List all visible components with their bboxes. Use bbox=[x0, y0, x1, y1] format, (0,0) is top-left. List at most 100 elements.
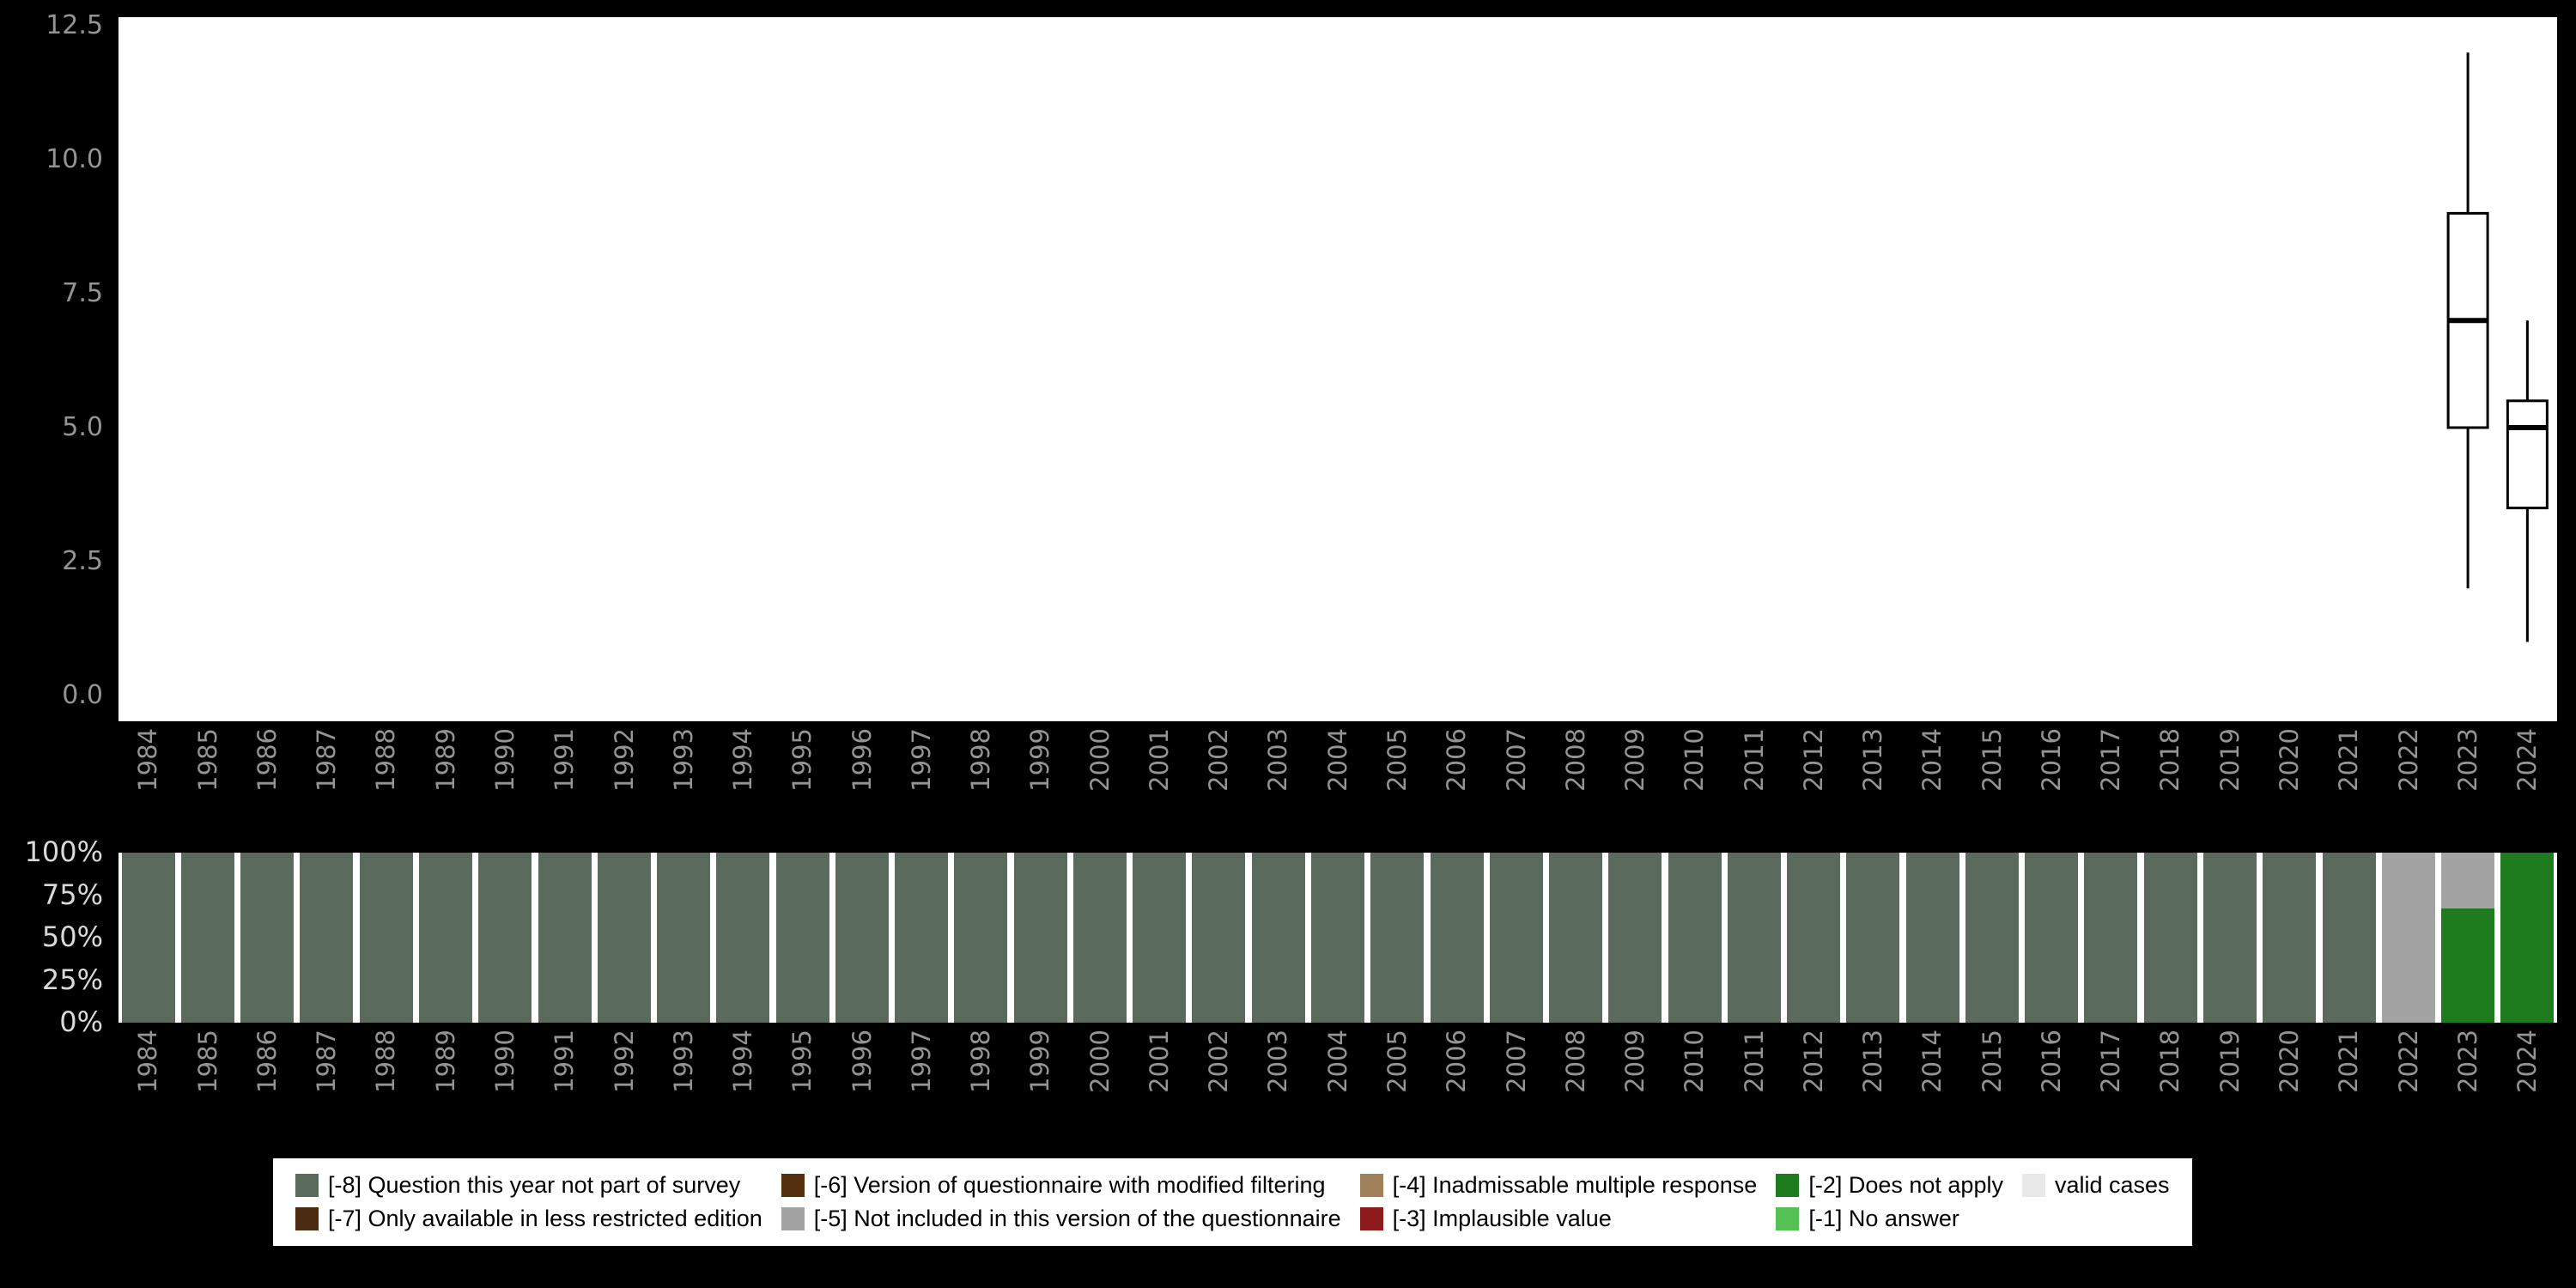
bar-segment--8 bbox=[835, 853, 889, 1023]
x-tick: 2007 bbox=[1486, 728, 1546, 840]
year-label: 1993 bbox=[668, 1030, 698, 1093]
year-label: 1988 bbox=[371, 728, 401, 792]
x-tick: 2012 bbox=[1783, 728, 1843, 840]
x-tick: 1995 bbox=[773, 728, 832, 840]
x-tick: 1998 bbox=[951, 1030, 1011, 1141]
stackbar-2015 bbox=[1965, 853, 2019, 1023]
stackbar-2020 bbox=[2263, 853, 2317, 1023]
bar-segment--8 bbox=[2143, 853, 2197, 1023]
stackbar-2000 bbox=[1072, 853, 1127, 1023]
stackbar-panel bbox=[118, 853, 2557, 1023]
year-label: 2001 bbox=[1144, 728, 1174, 792]
stackbar-2023 bbox=[2441, 853, 2495, 1023]
stackbar-2014 bbox=[1905, 853, 1959, 1023]
bar-segment--8 bbox=[657, 853, 711, 1023]
boxplot-y-tick-label: 2.5 bbox=[62, 546, 103, 576]
legend-item--4: [-4] Inadmissable multiple response bbox=[1359, 1172, 1758, 1199]
year-label: 1995 bbox=[787, 728, 817, 792]
year-label: 2010 bbox=[1680, 1030, 1710, 1093]
stackbar-y-tick-label: 100% bbox=[24, 835, 103, 868]
bar-segment--8 bbox=[121, 853, 175, 1023]
stackbar-2022 bbox=[2381, 853, 2435, 1023]
bar-segment--8 bbox=[1072, 853, 1127, 1023]
x-tick: 2020 bbox=[2260, 1030, 2319, 1141]
year-label: 1991 bbox=[550, 1030, 580, 1093]
x-tick: 1986 bbox=[238, 1030, 297, 1141]
bar-segment--8 bbox=[1549, 853, 1603, 1023]
x-tick: 2004 bbox=[1308, 728, 1367, 840]
x-tick: 2024 bbox=[2498, 728, 2557, 840]
stackbar-y-tick-label: 0% bbox=[59, 1005, 103, 1038]
year-label: 1992 bbox=[609, 728, 639, 792]
stackbar-1992 bbox=[597, 853, 651, 1023]
stackbar-2003 bbox=[1251, 853, 1305, 1023]
legend-item--5: [-5] Not included in this version of the… bbox=[781, 1206, 1341, 1232]
year-label: 2005 bbox=[1382, 1030, 1412, 1093]
bar-segment--8 bbox=[2263, 853, 2317, 1023]
year-label: 2016 bbox=[2036, 1030, 2066, 1093]
year-label: 2015 bbox=[1977, 728, 2007, 792]
legend-swatch-valid bbox=[2021, 1174, 2045, 1197]
year-label: 2001 bbox=[1144, 1030, 1174, 1093]
x-tick: 2017 bbox=[2081, 1030, 2141, 1141]
x-tick: 2009 bbox=[1606, 728, 1665, 840]
x-tick: 2004 bbox=[1308, 1030, 1367, 1141]
year-label: 2009 bbox=[1620, 1030, 1650, 1093]
year-label: 2020 bbox=[2274, 1030, 2304, 1093]
legend-item--2: [-2] Does not apply bbox=[1776, 1172, 2003, 1199]
x-tick: 2015 bbox=[1962, 1030, 2021, 1141]
year-label: 2017 bbox=[2096, 1030, 2126, 1093]
x-tick: 1993 bbox=[653, 728, 713, 840]
x-tick: 2002 bbox=[1189, 1030, 1249, 1141]
year-label: 1988 bbox=[371, 1030, 401, 1093]
stackbar-1997 bbox=[895, 853, 949, 1023]
x-tick: 2024 bbox=[2498, 1030, 2557, 1141]
year-label: 1996 bbox=[847, 1030, 877, 1093]
bar-segment--8 bbox=[1668, 853, 1722, 1023]
stackbar-x-axis: 1984 1985 1986 1987 1988 1989 1990 1991 1992 1993… bbox=[118, 1030, 2557, 1141]
x-tick: 2012 bbox=[1783, 1030, 1843, 1141]
stackbar-2012 bbox=[1787, 853, 1841, 1023]
bar-segment--8 bbox=[1846, 853, 1900, 1023]
year-label: 1987 bbox=[312, 728, 342, 792]
stackbar-2017 bbox=[2084, 853, 2138, 1023]
legend-label: [-4] Inadmissable multiple response bbox=[1392, 1172, 1758, 1198]
stackbar-2008 bbox=[1549, 853, 1603, 1023]
legend: [-8] Question this year not part of surv… bbox=[273, 1158, 2192, 1246]
x-tick: 2000 bbox=[1070, 728, 1129, 840]
stackbar-1991 bbox=[538, 853, 592, 1023]
boxplot-y-tick-label: 0.0 bbox=[62, 680, 103, 710]
bar-segment--8 bbox=[538, 853, 592, 1023]
bar-segment--8 bbox=[954, 853, 1008, 1023]
stackbar-y-tick-label: 75% bbox=[41, 878, 103, 911]
year-label: 2002 bbox=[1204, 1030, 1234, 1093]
stackbar-2021 bbox=[2322, 853, 2376, 1023]
legend-swatch--6 bbox=[781, 1174, 805, 1197]
legend-label: valid cases bbox=[2054, 1172, 2170, 1198]
boxplot-box bbox=[2506, 399, 2549, 510]
year-label: 2000 bbox=[1084, 728, 1115, 792]
x-tick: 1987 bbox=[297, 728, 356, 840]
x-tick: 2013 bbox=[1844, 728, 1903, 840]
year-label: 1999 bbox=[1025, 1030, 1055, 1093]
stackbar-2010 bbox=[1668, 853, 1722, 1023]
x-tick: 2013 bbox=[1844, 1030, 1903, 1141]
x-tick: 2014 bbox=[1903, 728, 1962, 840]
year-label: 2008 bbox=[1560, 1030, 1590, 1093]
x-tick: 1996 bbox=[832, 728, 891, 840]
bar-segment--8 bbox=[180, 853, 234, 1023]
year-label: 2019 bbox=[2215, 728, 2245, 792]
bar-segment--8 bbox=[895, 853, 949, 1023]
x-tick: 2003 bbox=[1249, 728, 1308, 840]
x-tick: 2015 bbox=[1962, 728, 2021, 840]
x-tick: 2000 bbox=[1070, 1030, 1129, 1141]
year-label: 1984 bbox=[133, 728, 163, 792]
legend-label: [-5] Not included in this version of the… bbox=[813, 1206, 1341, 1231]
year-label: 2017 bbox=[2096, 728, 2126, 792]
bar-segment--2 bbox=[2441, 908, 2495, 1023]
x-tick: 1995 bbox=[773, 1030, 832, 1141]
year-label: 2013 bbox=[1858, 728, 1888, 792]
stackbar-1985 bbox=[180, 853, 234, 1023]
stackbar-2002 bbox=[1192, 853, 1246, 1023]
x-tick: 2009 bbox=[1606, 1030, 1665, 1141]
